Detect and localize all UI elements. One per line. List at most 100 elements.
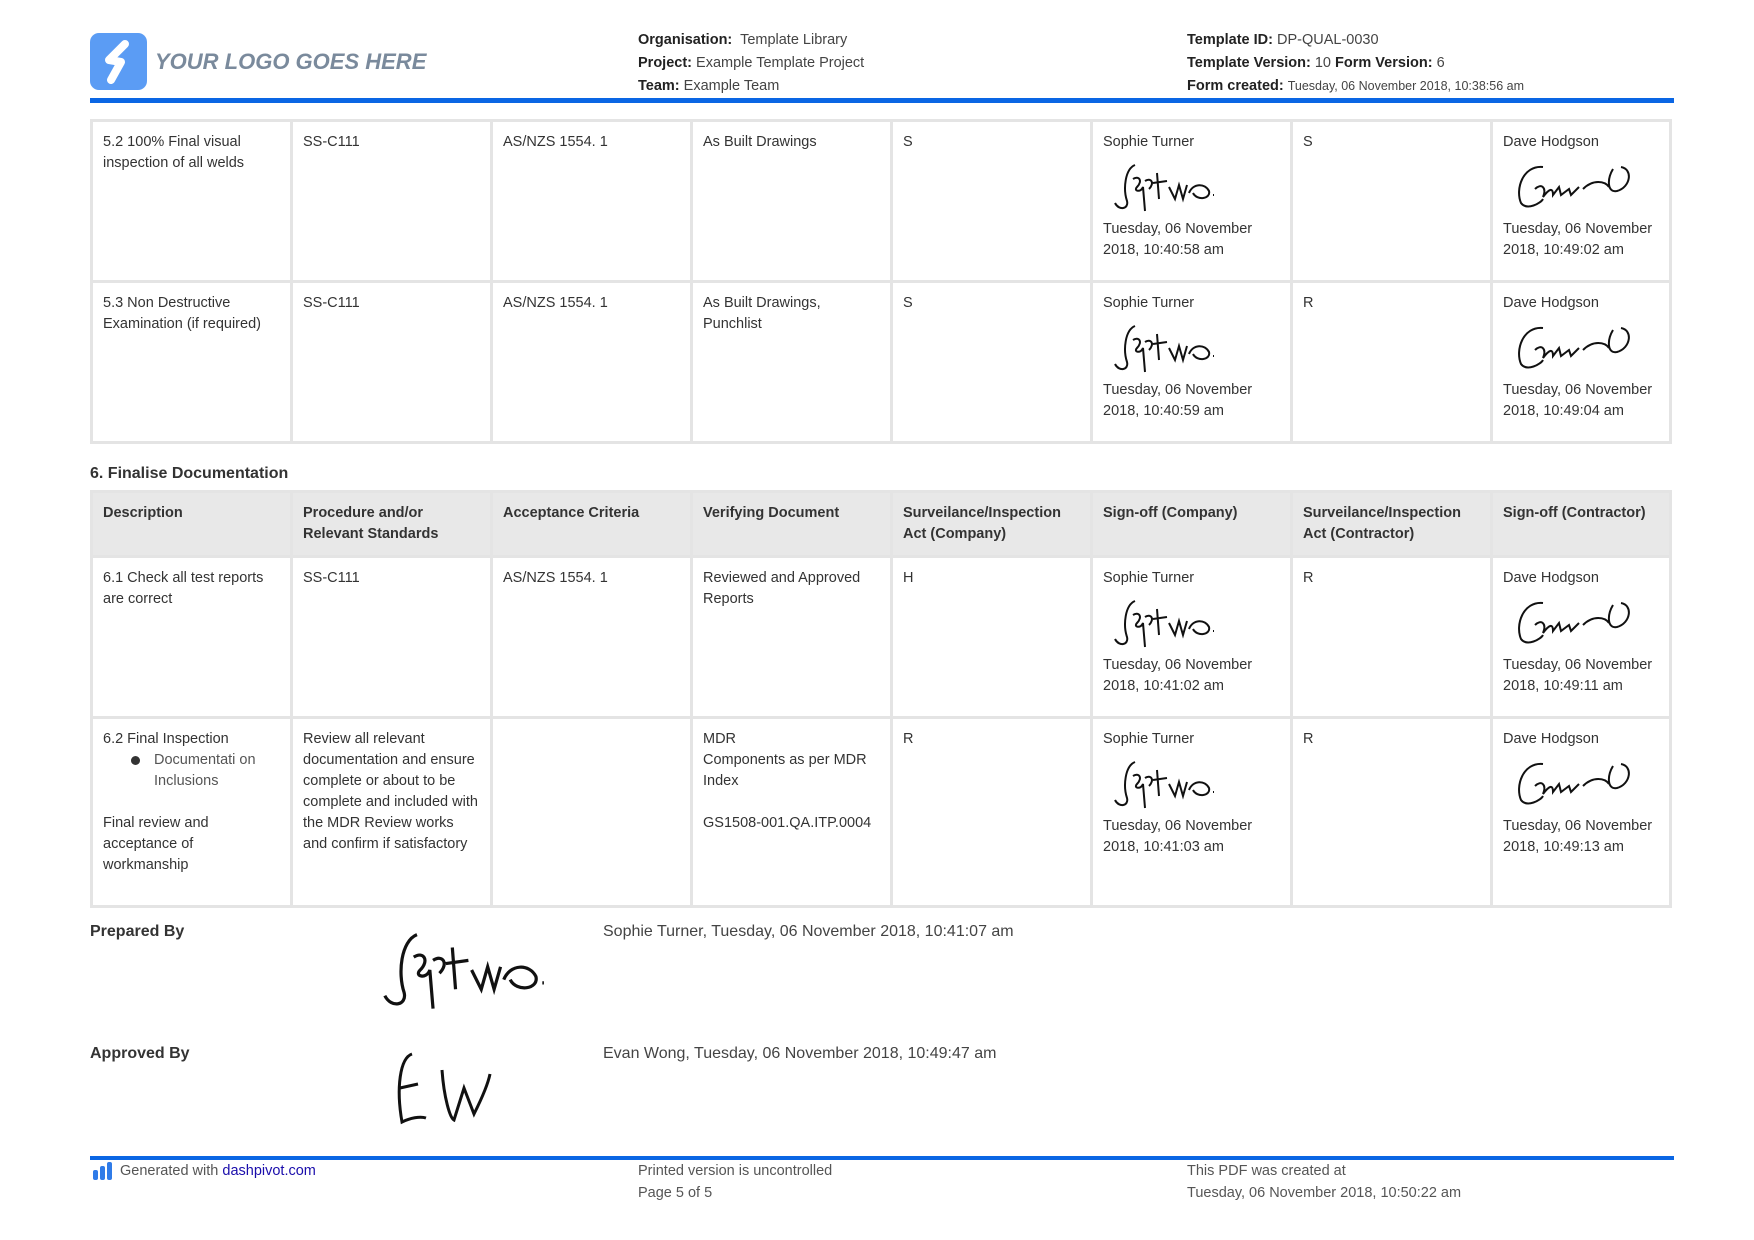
cell-surveillance-contractor: S [1293, 122, 1490, 280]
footer-generated: Generated with dashpivot.com [92, 1160, 316, 1182]
project-value: Example Template Project [696, 55, 865, 71]
cell-surveillance-contractor: R [1293, 719, 1490, 905]
cell-surveillance-company: H [893, 558, 1090, 716]
sign-date: Tuesday, 06 November 2018, 10:41:02 am [1103, 657, 1253, 694]
cell-surveillance-company: S [893, 283, 1090, 441]
template-info: Template ID: DP-QUAL-0030 Template Versi… [1187, 29, 1524, 98]
signer-name: Sophie Turner [1103, 731, 1195, 747]
project-label: Project: [638, 55, 692, 71]
cell-procedure: SS-C111 [293, 283, 490, 441]
verify-line: GS1508-001.QA.ITP.0004 [703, 815, 872, 831]
cell-signoff-contractor: Dave Hodgson Tuesday, 06 November 2018, 1… [1493, 719, 1669, 905]
cell-surveillance-company: R [893, 719, 1090, 905]
form-created-value: Tuesday, 06 November 2018, 10:38:56 am [1287, 79, 1524, 93]
approved-by-text: Evan Wong, Tuesday, 06 November 2018, 10… [603, 1045, 997, 1062]
bullet-item: Documentati on Inclusions [103, 750, 280, 792]
cell-acceptance: AS/NZS 1554. 1 [493, 122, 690, 280]
cell-signoff-company: Sophie Turner Tuesday, 06 November 2018, … [1093, 558, 1290, 716]
verify-line: Components as per MDR Index [703, 752, 867, 789]
approved-by-label: Approved By [90, 1045, 190, 1062]
dashpivot-icon [93, 1162, 112, 1180]
template-version-label: Template Version: [1187, 55, 1311, 71]
cell-surveillance-contractor: R [1293, 283, 1490, 441]
description-detail: Final review and acceptance of workmansh… [103, 815, 209, 873]
signature-image [1114, 600, 1215, 648]
team-value: Example Team [683, 78, 780, 94]
cell-acceptance: AS/NZS 1554. 1 [493, 558, 690, 716]
footer-divider [90, 1156, 1674, 1160]
prepared-by-text: Sophie Turner, Tuesday, 06 November 2018… [603, 923, 1014, 940]
cell-signoff-contractor: Dave Hodgson Tuesday, 06 November 2018, 1… [1493, 558, 1669, 716]
sign-date: Tuesday, 06 November 2018, 10:49:02 am [1503, 221, 1653, 258]
pdf-created-label: This PDF was created at [1187, 1163, 1346, 1179]
template-id-value: DP-QUAL-0030 [1276, 32, 1379, 48]
logo-text: YOUR LOGO GOES HERE [155, 48, 427, 74]
column-header: Sign-off (Company) [1093, 493, 1290, 555]
cell-description: 6.1 Check all test reports are correct [93, 558, 290, 716]
cell-signoff-contractor: Dave Hodgson Tuesday, 06 November 2018, 1… [1493, 122, 1669, 280]
prepared-by-label: Prepared By [90, 923, 185, 940]
table-row: 5.2 100% Final visual inspection of all … [93, 122, 1669, 280]
column-header: Surveilance/Inspection Act (Contractor) [1293, 493, 1490, 555]
signature-image [1114, 325, 1215, 373]
signature-image [1518, 762, 1630, 805]
cell-signoff-company: Sophie Turner Tuesday, 06 November 2018, … [1093, 719, 1290, 905]
footer-right: This PDF was created at Tuesday, 06 Nove… [1187, 1160, 1461, 1204]
column-header: Description [93, 493, 290, 555]
cell-description: 5.2 100% Final visual inspection of all … [93, 122, 290, 280]
company-logo: YOUR LOGO GOES HERE [90, 33, 426, 90]
sign-date: Tuesday, 06 November 2018, 10:40:58 am [1103, 221, 1253, 258]
table-row: 6.2 Final Inspection Documentati on Inclu… [93, 719, 1669, 905]
signer-name: Dave Hodgson [1503, 570, 1599, 586]
signer-name: Dave Hodgson [1503, 731, 1599, 747]
organisation-label: Organisation: [638, 32, 733, 48]
cell-verifying-document: Reviewed and Approved Reports [693, 558, 890, 716]
form-created-label: Form created: [1187, 78, 1284, 94]
sign-date: Tuesday, 06 November 2018, 10:49:11 am [1503, 657, 1653, 694]
cell-acceptance: AS/NZS 1554. 1 [493, 283, 690, 441]
sign-date: Tuesday, 06 November 2018, 10:41:03 am [1103, 818, 1253, 855]
cell-description: 6.2 Final Inspection Documentati on Inclu… [93, 719, 290, 905]
cell-verifying-document: As Built Drawings [693, 122, 890, 280]
header-divider [90, 98, 1674, 103]
cell-signoff-company: Sophie Turner Tuesday, 06 November 2018, … [1093, 122, 1290, 280]
signer-name: Dave Hodgson [1503, 134, 1599, 150]
cell-procedure: Review all relevant documentation and en… [293, 719, 490, 905]
signer-name: Sophie Turner [1103, 570, 1195, 586]
cell-verifying-document: MDR Components as per MDR Index GS1508-001… [693, 719, 890, 905]
cell-surveillance-contractor: R [1293, 558, 1490, 716]
dashpivot-link[interactable]: dashpivot.com [222, 1163, 316, 1179]
inspection-table-section6: Description Procedure and/or Relevant St… [90, 490, 1672, 908]
column-header: Sign-off (Contractor) [1493, 493, 1669, 555]
table-header-row: Description Procedure and/or Relevant St… [93, 493, 1669, 555]
sign-date: Tuesday, 06 November 2018, 10:49:04 am [1503, 382, 1653, 419]
inspection-table-section5: 5.2 100% Final visual inspection of all … [90, 119, 1672, 444]
form-version-value: 6 [1436, 55, 1445, 71]
signature-image [1518, 165, 1630, 208]
generated-text: Generated with [120, 1163, 219, 1179]
team-label: Team: [638, 78, 680, 94]
cell-procedure: SS-C111 [293, 122, 490, 280]
footer-center: Printed version is uncontrolled Page 5 o… [638, 1160, 832, 1204]
prepared-signature [383, 933, 546, 1011]
template-version-value: 10 [1314, 55, 1331, 71]
page-number: Page 5 of 5 [638, 1185, 713, 1201]
cell-description: 5.3 Non Destructive Examination (if requ… [93, 283, 290, 441]
verify-line: MDR [703, 731, 737, 747]
signer-name: Sophie Turner [1103, 295, 1195, 311]
table-row: 5.3 Non Destructive Examination (if requ… [93, 283, 1669, 441]
cell-surveillance-company: S [893, 122, 1090, 280]
sign-date: Tuesday, 06 November 2018, 10:40:59 am [1103, 382, 1253, 419]
template-id-label: Template ID: [1187, 32, 1273, 48]
form-version-label: Form Version: [1335, 55, 1433, 71]
organisation-value: Template Library [740, 32, 848, 48]
signature-image [1114, 761, 1215, 809]
approved-signature [397, 1052, 492, 1125]
cell-signoff-contractor: Dave Hodgson Tuesday, 06 November 2018, 1… [1493, 283, 1669, 441]
logo-icon [90, 33, 147, 90]
column-header: Procedure and/or Relevant Standards [293, 493, 490, 555]
sign-date: Tuesday, 06 November 2018, 10:49:13 am [1503, 818, 1653, 855]
cell-procedure: SS-C111 [293, 558, 490, 716]
uncontrolled-notice: Printed version is uncontrolled [638, 1163, 833, 1179]
description-title: 6.2 Final Inspection [103, 731, 229, 747]
